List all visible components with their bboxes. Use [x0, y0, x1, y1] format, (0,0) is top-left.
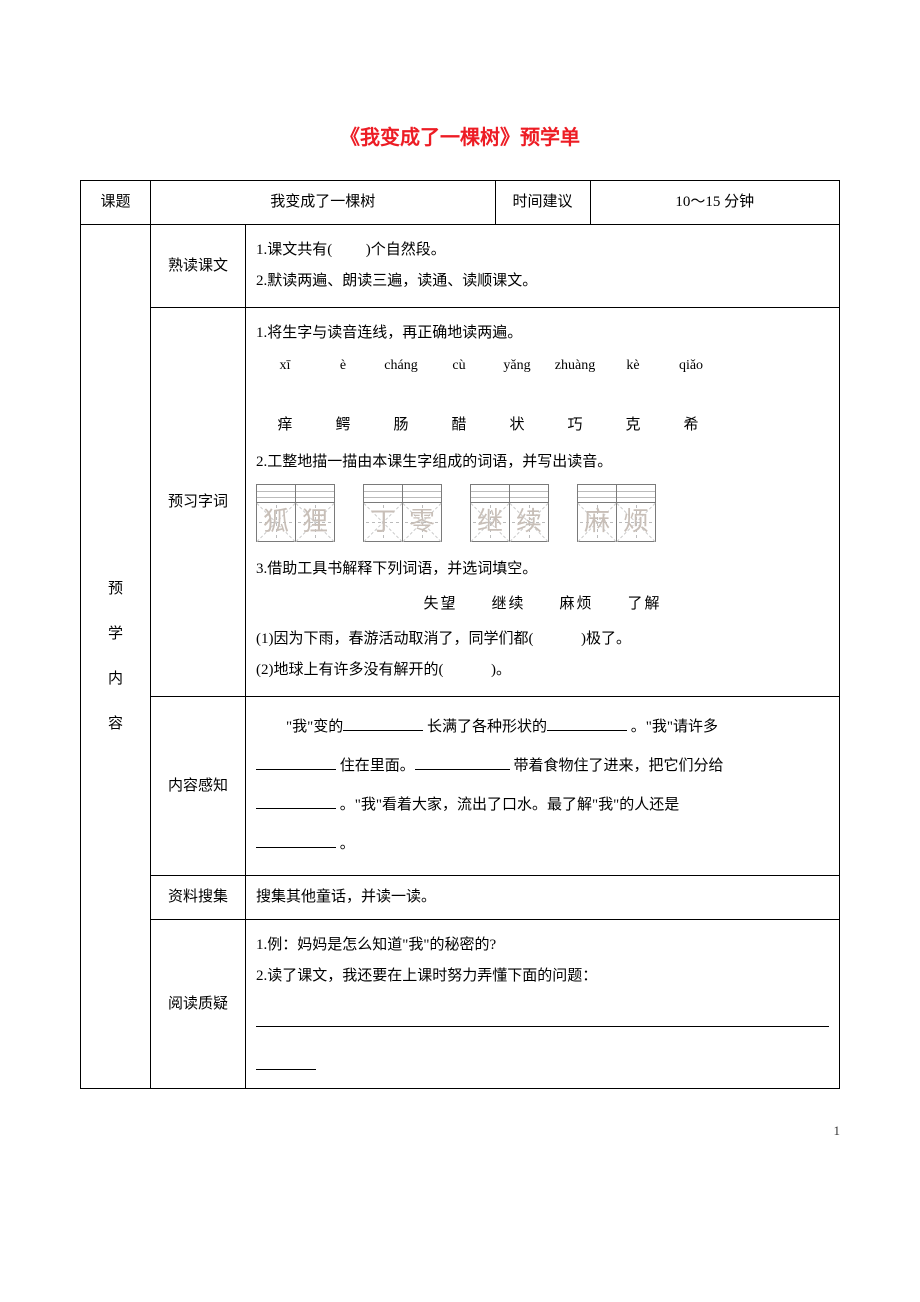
vocab-q2-a: (2)地球上有许多没有解开的(	[256, 662, 444, 678]
vocab-q1-b: )极了。	[581, 631, 631, 647]
side-char-4: 容	[108, 711, 123, 738]
pinyin-3: cù	[430, 353, 488, 378]
pinyin-row: xī è cháng cù yǎng zhuàng kè qiǎo	[256, 353, 829, 378]
side-char-1: 预	[108, 576, 123, 603]
trace-group-0: 狐狸	[256, 484, 335, 542]
trace-char-box: 烦	[616, 502, 656, 542]
section-question-body: 1.例：妈妈是怎么知道"我"的秘密的? 2.读了课文，我还要在上课时努力弄懂下面…	[246, 920, 840, 1089]
trace-group-1: 丁零	[363, 484, 442, 542]
trace-char-box: 零	[402, 502, 442, 542]
side-char-2: 学	[108, 621, 123, 648]
content-t1: "我"变的	[256, 719, 343, 735]
trace-group-3: 麻烦	[577, 484, 656, 542]
char-1: 鳄	[314, 412, 372, 439]
side-category: 预 学 内 容	[81, 225, 151, 1089]
section-read-body: 1.课文共有( )个自然段。 2.默读两遍、朗读三遍，读通、读顺课文。	[246, 225, 840, 308]
question-blank-short	[256, 1049, 316, 1070]
page-number: 1	[80, 1119, 840, 1142]
content-t5: 带着食物住了进来，把它们分给	[514, 758, 724, 774]
trace-char-box: 麻	[577, 502, 617, 542]
trace-char-boxes: 继续	[470, 502, 549, 542]
time-value: 10～15 分钟	[590, 181, 840, 225]
trace-group-2: 继续	[470, 484, 549, 542]
topic-value: 我变成了一棵树	[151, 181, 496, 225]
pinyin-2: cháng	[372, 353, 430, 378]
header-row: 课题 我变成了一棵树 时间建议 10～15 分钟	[81, 181, 840, 225]
side-char-3: 内	[108, 666, 123, 693]
question-line1: 1.例：妈妈是怎么知道"我"的秘密的?	[256, 932, 829, 959]
content-t3: 。"我"请许多	[631, 719, 718, 735]
content-t4: 住在里面。	[340, 758, 415, 774]
section-content-body: "我"变的 长满了各种形状的 。"我"请许多 住在里面。 带着食物住了进来，把它…	[246, 697, 840, 876]
read-line2: 2.默读两遍、朗读三遍，读通、读顺课文。	[256, 268, 829, 295]
question-line2: 2.读了课文，我还要在上课时努力弄懂下面的问题：	[256, 963, 829, 990]
vocab-line1: 1.将生字与读音连线，再正确地读两遍。	[256, 320, 829, 347]
content-t2: 长满了各种形状的	[427, 719, 547, 735]
vocab-line3: 3.借助工具书解释下列词语，并选词填空。	[256, 556, 829, 583]
pinyin-5: zhuàng	[546, 353, 604, 378]
char-0: 痒	[256, 412, 314, 439]
vocab-q2-b: )。	[491, 662, 511, 678]
pinyin-7: qiǎo	[662, 353, 720, 378]
trace-char: 麻	[584, 499, 610, 546]
section-read-label: 熟读课文	[151, 225, 246, 308]
trace-char-box: 狐	[256, 502, 296, 542]
topic-label: 课题	[81, 181, 151, 225]
trace-char-box: 继	[470, 502, 510, 542]
char-2: 肠	[372, 412, 430, 439]
trace-char: 狐	[263, 499, 289, 546]
trace-char-box: 丁	[363, 502, 403, 542]
trace-char: 狸	[302, 499, 328, 546]
worksheet-table: 课题 我变成了一棵树 时间建议 10～15 分钟 预 学 内 容 熟读课文 1.…	[80, 180, 840, 1089]
time-label: 时间建议	[495, 181, 590, 225]
char-7: 希	[662, 412, 720, 439]
trace-char-boxes: 狐狸	[256, 502, 335, 542]
vocab-line2: 2.工整地描一描由本课生字组成的词语，并写出读音。	[256, 449, 829, 476]
section-collect-body: 搜集其他童话，并读一读。	[246, 876, 840, 920]
trace-row: 狐狸丁零继续麻烦	[256, 484, 829, 542]
char-5: 巧	[546, 412, 604, 439]
content-t6: 。"我"看着大家，流出了口水。最了解"我"的人还是	[340, 797, 680, 813]
pinyin-1: è	[314, 353, 372, 378]
char-4: 状	[488, 412, 546, 439]
read-line1-b: )个自然段。	[366, 242, 446, 258]
trace-char: 丁	[370, 499, 396, 546]
section-question-label: 阅读质疑	[151, 920, 246, 1089]
char-6: 克	[604, 412, 662, 439]
trace-char-box: 狸	[295, 502, 335, 542]
question-blank-line	[256, 1006, 829, 1027]
trace-char: 零	[409, 499, 435, 546]
section-vocab-body: 1.将生字与读音连线，再正确地读两遍。 xī è cháng cù yǎng z…	[246, 308, 840, 697]
section-vocab-label: 预习字词	[151, 308, 246, 697]
vocab-options: 失望 继续 麻烦 了解	[256, 591, 829, 618]
pinyin-6: kè	[604, 353, 662, 378]
section-content-label: 内容感知	[151, 697, 246, 876]
pinyin-0: xī	[256, 353, 314, 378]
trace-char-boxes: 丁零	[363, 502, 442, 542]
trace-char: 继	[477, 499, 503, 546]
content-t7: 。	[340, 836, 355, 852]
trace-char-box: 续	[509, 502, 549, 542]
trace-char: 烦	[623, 499, 649, 546]
read-line1-a: 1.课文共有(	[256, 242, 332, 258]
char-row: 痒 鳄 肠 醋 状 巧 克 希	[256, 412, 829, 439]
char-3: 醋	[430, 412, 488, 439]
vocab-q1-a: (1)因为下雨，春游活动取消了，同学们都(	[256, 631, 534, 647]
section-collect-label: 资料搜集	[151, 876, 246, 920]
pinyin-4: yǎng	[488, 353, 546, 378]
document-title: 《我变成了一棵树》预学单	[80, 120, 840, 156]
trace-char: 续	[516, 499, 542, 546]
trace-char-boxes: 麻烦	[577, 502, 656, 542]
